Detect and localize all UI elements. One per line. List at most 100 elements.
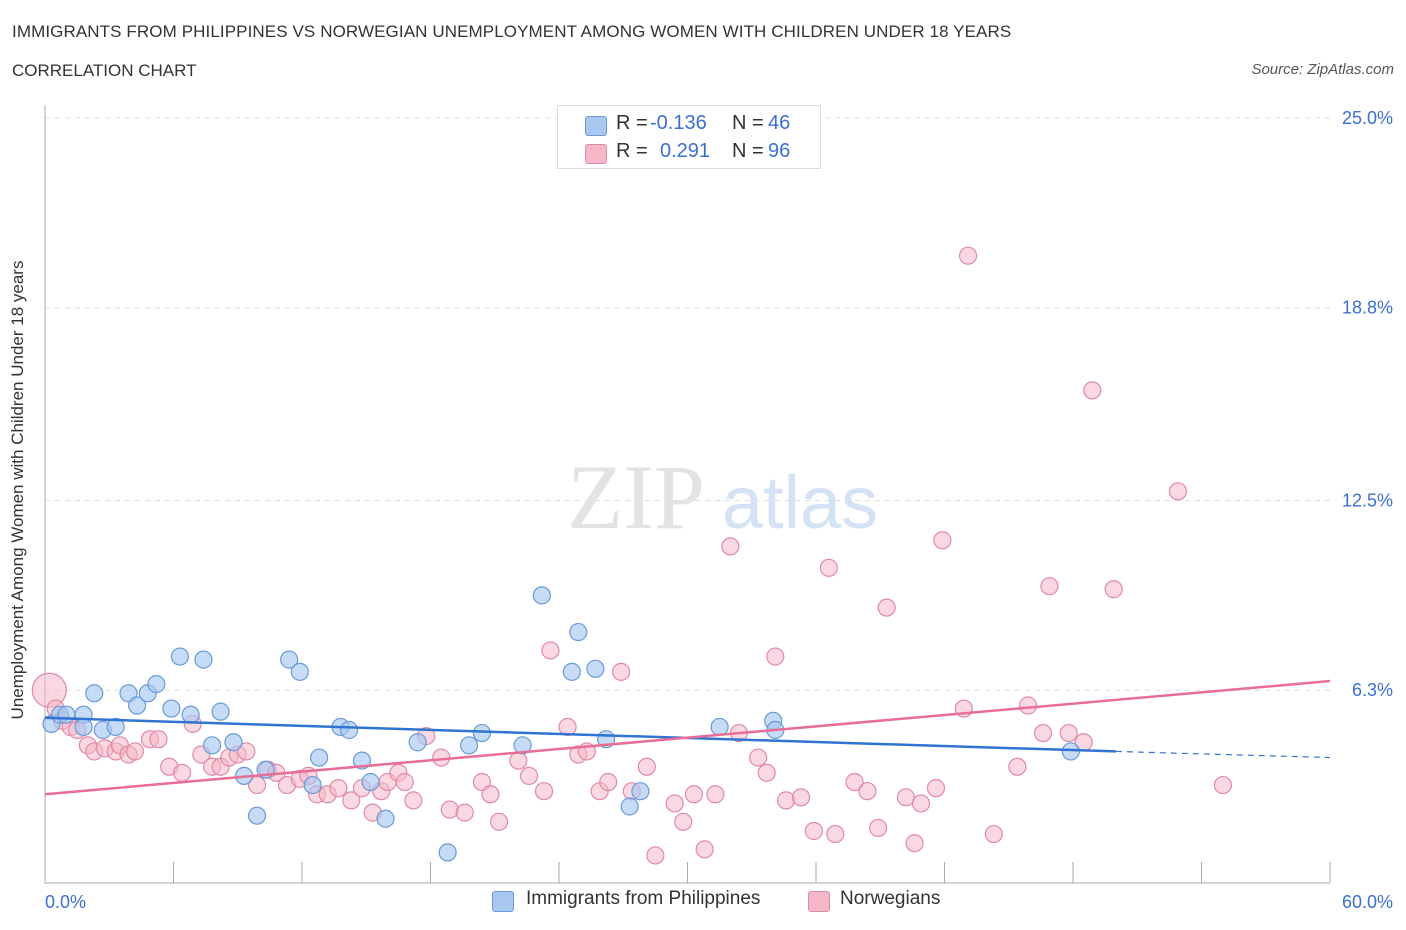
tick-labels: 6.3% 12.5% 18.8% 25.0% 0.0% 60.0% — [45, 108, 1393, 912]
point-norwegians — [1168, 482, 1188, 501]
source-credit: Source: ZipAtlas.com — [1251, 61, 1394, 78]
trend-line-philippines — [44, 716, 1116, 753]
point-norwegians — [440, 800, 459, 819]
point-norwegians — [1018, 696, 1038, 715]
point-norwegians — [149, 730, 168, 749]
point-philippines — [340, 720, 359, 740]
point-norwegians — [1083, 381, 1102, 400]
point-philippines — [710, 717, 729, 737]
point-norwegians — [757, 763, 776, 782]
point-norwegians — [329, 779, 348, 798]
legend-label-philippines: Immigrants from Philippines — [526, 888, 761, 909]
point-philippines — [310, 748, 329, 767]
r-value: -0.136 — [650, 112, 707, 134]
point-philippines — [280, 650, 299, 669]
point-norwegians — [558, 717, 577, 737]
legend-swatch-norwegians — [808, 891, 830, 912]
trend-line-norwegians — [44, 679, 1331, 796]
point-philippines — [211, 702, 230, 721]
point-norwegians — [721, 537, 740, 556]
point-norwegians — [911, 794, 931, 813]
point-norwegians — [395, 772, 414, 792]
point-norwegians — [858, 782, 877, 801]
stats-swatch-philippines — [585, 116, 607, 136]
point-norwegians — [342, 791, 361, 810]
point-norwegians — [1059, 723, 1078, 743]
point-norwegians — [791, 788, 811, 807]
point-norwegians — [172, 763, 192, 782]
point-norwegians — [819, 558, 838, 577]
point-norwegians — [749, 748, 768, 767]
point-norwegians — [766, 647, 785, 666]
point-philippines — [147, 674, 166, 694]
point-philippines — [247, 806, 267, 825]
point-norwegians — [684, 785, 704, 804]
point-norwegians — [509, 751, 528, 770]
point-norwegians — [1008, 757, 1027, 776]
stats-row-norwegians: R = 0.291 N = 96 — [558, 140, 820, 168]
point-norwegians — [1213, 775, 1233, 795]
point-philippines — [303, 775, 322, 795]
point-norwegians — [541, 641, 560, 660]
grid-lines — [45, 117, 1330, 691]
point-norwegians — [695, 840, 714, 859]
point-norwegians — [933, 531, 952, 550]
point-philippines — [562, 662, 581, 681]
n-label: N = — [732, 140, 764, 162]
point-norwegians — [665, 794, 684, 813]
point-philippines — [127, 696, 147, 715]
point-norwegians — [804, 821, 823, 841]
point-philippines — [290, 662, 309, 681]
point-philippines — [162, 699, 181, 718]
chart-subtitle: CORRELATION CHART — [12, 61, 197, 80]
n-value: 96 — [768, 140, 791, 162]
r-label: R = — [616, 112, 648, 134]
point-norwegians — [1033, 723, 1053, 743]
point-philippines — [376, 809, 395, 828]
point-norwegians — [926, 779, 946, 798]
point-norwegians — [958, 246, 978, 265]
point-philippines — [224, 733, 243, 752]
n-label: N = — [732, 112, 764, 134]
point-norwegians — [776, 791, 796, 810]
point-norwegians — [1104, 580, 1123, 599]
point-philippines — [459, 736, 479, 755]
point-philippines — [74, 717, 93, 737]
point-philippines — [57, 705, 76, 724]
y-tick-label: 18.8% — [1342, 298, 1393, 318]
y-tick-label: 6.3% — [1352, 680, 1393, 700]
r-value: 0.291 — [660, 140, 711, 162]
watermark-atlas: atlas — [722, 461, 878, 544]
point-philippines — [202, 736, 222, 755]
y-tick-label: 25.0% — [1342, 108, 1393, 128]
point-philippines — [586, 659, 605, 678]
point-philippines — [532, 586, 551, 605]
point-philippines — [408, 733, 427, 752]
point-norwegians — [404, 791, 423, 810]
point-norwegians — [519, 766, 539, 786]
point-philippines — [170, 647, 190, 666]
point-norwegians — [905, 834, 924, 853]
point-philippines — [631, 782, 650, 801]
point-philippines — [513, 736, 532, 755]
trend-lines — [44, 679, 1331, 796]
n-value: 46 — [768, 112, 791, 134]
point-philippines — [620, 797, 639, 816]
chart-title: IMMIGRANTS FROM PHILIPPINES VS NORWEGIAN… — [12, 22, 1012, 41]
point-philippines — [438, 843, 457, 862]
y-axis-label: Unemployment Among Women with Children U… — [8, 260, 27, 720]
point-philippines — [361, 772, 380, 792]
point-philippines — [181, 705, 200, 724]
point-norwegians — [612, 662, 631, 681]
point-norwegians — [845, 772, 864, 792]
point-philippines — [569, 622, 588, 642]
point-norwegians — [1040, 577, 1059, 596]
point-philippines — [194, 650, 213, 669]
x-tick-label: 60.0% — [1342, 892, 1393, 912]
legend-swatch-philippines — [492, 891, 514, 912]
point-norwegians — [599, 772, 618, 792]
point-norwegians — [646, 846, 665, 865]
point-norwegians — [455, 803, 474, 822]
watermark: ZIP atlas — [567, 446, 878, 548]
